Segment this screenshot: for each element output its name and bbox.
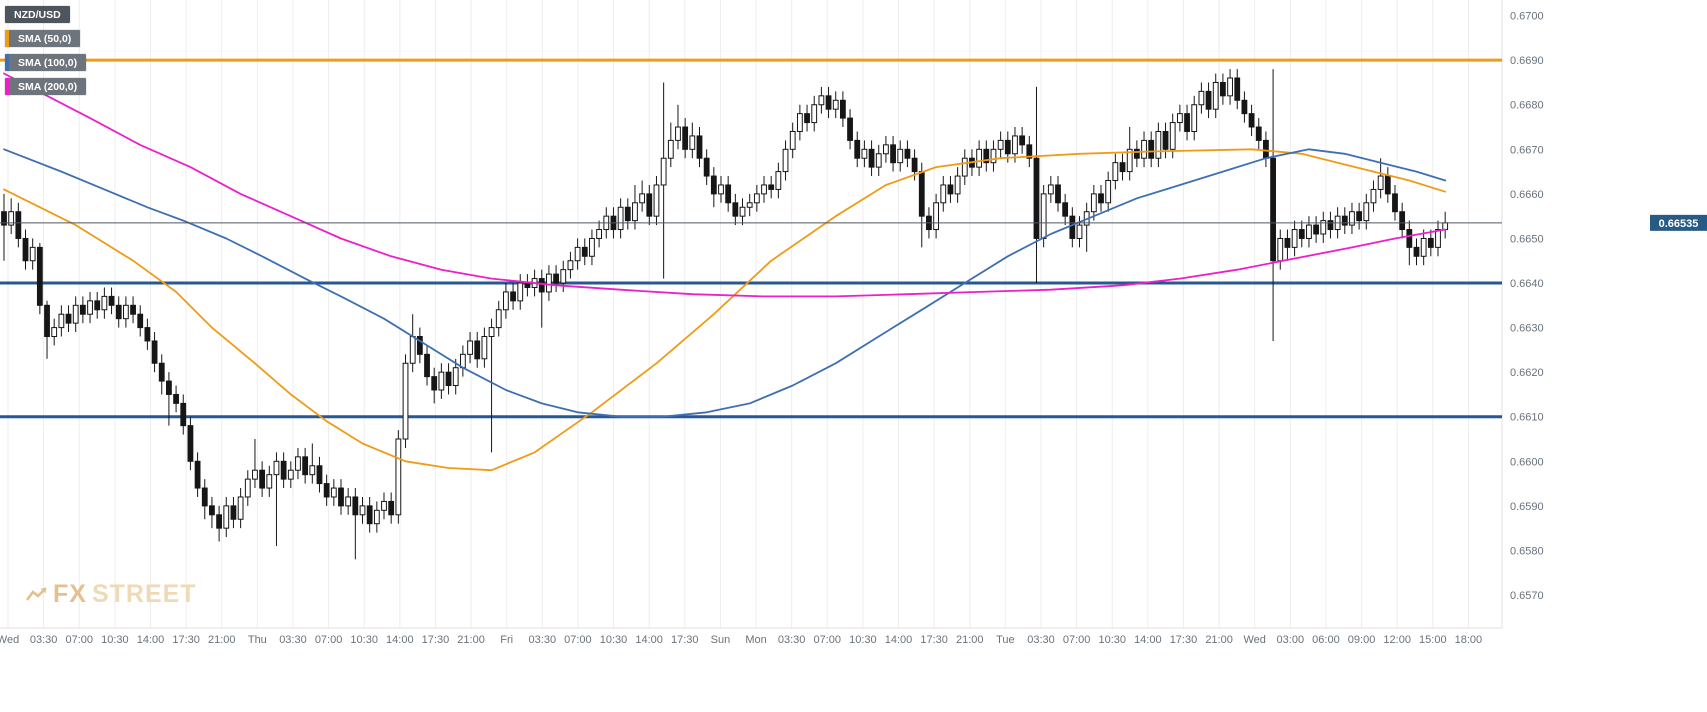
svg-text:0.6620: 0.6620: [1510, 367, 1544, 379]
svg-text:07:00: 07:00: [564, 634, 592, 646]
svg-text:0.6590: 0.6590: [1510, 501, 1544, 513]
svg-text:17:30: 17:30: [671, 634, 699, 646]
svg-text:Mon: Mon: [745, 634, 766, 646]
sma50-label: SMA (50,0): [18, 32, 72, 45]
svg-text:0.6610: 0.6610: [1510, 412, 1544, 424]
svg-text:14:00: 14:00: [1134, 634, 1162, 646]
svg-text:Fri: Fri: [500, 634, 513, 646]
svg-text:10:30: 10:30: [101, 634, 129, 646]
svg-text:0.6660: 0.6660: [1510, 189, 1544, 201]
symbol-badge[interactable]: NZD/USD: [5, 6, 70, 23]
svg-text:03:00: 03:00: [1277, 634, 1305, 646]
svg-text:14:00: 14:00: [885, 634, 913, 646]
svg-text:17:30: 17:30: [422, 634, 450, 646]
sma200-badge[interactable]: SMA (200,0): [5, 78, 87, 95]
svg-text:07:00: 07:00: [315, 634, 343, 646]
svg-text:0.6700: 0.6700: [1510, 11, 1544, 23]
svg-text:10:30: 10:30: [849, 634, 877, 646]
svg-text:0.6630: 0.6630: [1510, 323, 1544, 335]
svg-text:12:00: 12:00: [1383, 634, 1411, 646]
sma200-label: SMA (200,0): [18, 80, 78, 93]
svg-text:0.6580: 0.6580: [1510, 545, 1544, 557]
current-price-badge: 0.66535: [1650, 214, 1707, 231]
chart-legend: NZD/USD SMA (50,0) SMA (100,0) SMA (200,…: [5, 6, 87, 95]
svg-text:Wed: Wed: [1243, 634, 1265, 646]
svg-text:Sun: Sun: [711, 634, 731, 646]
symbol-label: NZD/USD: [14, 8, 61, 21]
svg-text:07:00: 07:00: [813, 634, 841, 646]
time-gridlines: [7, 0, 1469, 628]
svg-text:14:00: 14:00: [635, 634, 663, 646]
svg-text:03:30: 03:30: [529, 634, 557, 646]
sma-line-2: [3, 72, 1447, 298]
x-axis-labels[interactable]: Wed 03:30 07:00 10:30 14:00 17:30 21:00 Thu 03:3…: [0, 634, 1482, 646]
watermark-street-text: STREET: [91, 580, 197, 608]
svg-text:21:00: 21:00: [956, 634, 984, 646]
sma100-color-chip: [5, 54, 9, 71]
svg-text:15:00: 15:00: [1419, 634, 1447, 646]
sma-line-0: [3, 148, 1447, 472]
candles-layer: [1, 69, 1449, 560]
svg-text:17:30: 17:30: [172, 634, 200, 646]
svg-text:07:00: 07:00: [1063, 634, 1091, 646]
sma100-label: SMA (100,0): [18, 56, 78, 69]
svg-text:0.6650: 0.6650: [1510, 233, 1544, 245]
svg-text:03:30: 03:30: [279, 634, 307, 646]
svg-text:18:00: 18:00: [1455, 634, 1483, 646]
svg-text:17:30: 17:30: [1170, 634, 1198, 646]
svg-text:03:30: 03:30: [778, 634, 806, 646]
svg-text:06:00: 06:00: [1312, 634, 1340, 646]
sma100-badge[interactable]: SMA (100,0): [5, 54, 87, 71]
watermark-fx-text: FX: [53, 580, 87, 608]
svg-text:0.66535: 0.66535: [1659, 218, 1699, 230]
svg-text:10:30: 10:30: [1098, 634, 1126, 646]
svg-text:21:00: 21:00: [457, 634, 485, 646]
svg-text:03:30: 03:30: [30, 634, 58, 646]
sma-line-1: [3, 148, 1447, 418]
svg-text:0.6690: 0.6690: [1510, 55, 1544, 67]
svg-text:Thu: Thu: [248, 634, 267, 646]
svg-text:10:30: 10:30: [350, 634, 378, 646]
svg-text:0.6640: 0.6640: [1510, 278, 1544, 290]
svg-text:14:00: 14:00: [386, 634, 414, 646]
svg-text:Wed: Wed: [0, 634, 19, 646]
axis-borders: [0, 0, 1503, 629]
sma200-color-chip: [5, 78, 9, 95]
svg-text:0.6670: 0.6670: [1510, 144, 1544, 156]
svg-text:14:00: 14:00: [137, 634, 165, 646]
y-axis-labels[interactable]: 0.6700 0.6690 0.6680 0.6670 0.6660 0.6650 0.66…: [1510, 11, 1544, 602]
svg-text:21:00: 21:00: [1205, 634, 1233, 646]
svg-text:0.6570: 0.6570: [1510, 590, 1544, 602]
svg-text:10:30: 10:30: [600, 634, 628, 646]
svg-text:09:00: 09:00: [1348, 634, 1376, 646]
fxstreet-logo-icon: [26, 586, 47, 601]
svg-text:03:30: 03:30: [1027, 634, 1055, 646]
svg-text:0.6600: 0.6600: [1510, 456, 1544, 468]
fxstreet-watermark: FX STREET: [26, 582, 197, 607]
sma50-badge[interactable]: SMA (50,0): [5, 30, 81, 47]
horizontal-levels: [0, 58, 1502, 419]
svg-text:07:00: 07:00: [65, 634, 93, 646]
svg-text:Tue: Tue: [996, 634, 1015, 646]
sma50-color-chip: [5, 30, 9, 47]
svg-text:0.6680: 0.6680: [1510, 100, 1544, 112]
svg-text:21:00: 21:00: [208, 634, 236, 646]
svg-text:17:30: 17:30: [920, 634, 948, 646]
